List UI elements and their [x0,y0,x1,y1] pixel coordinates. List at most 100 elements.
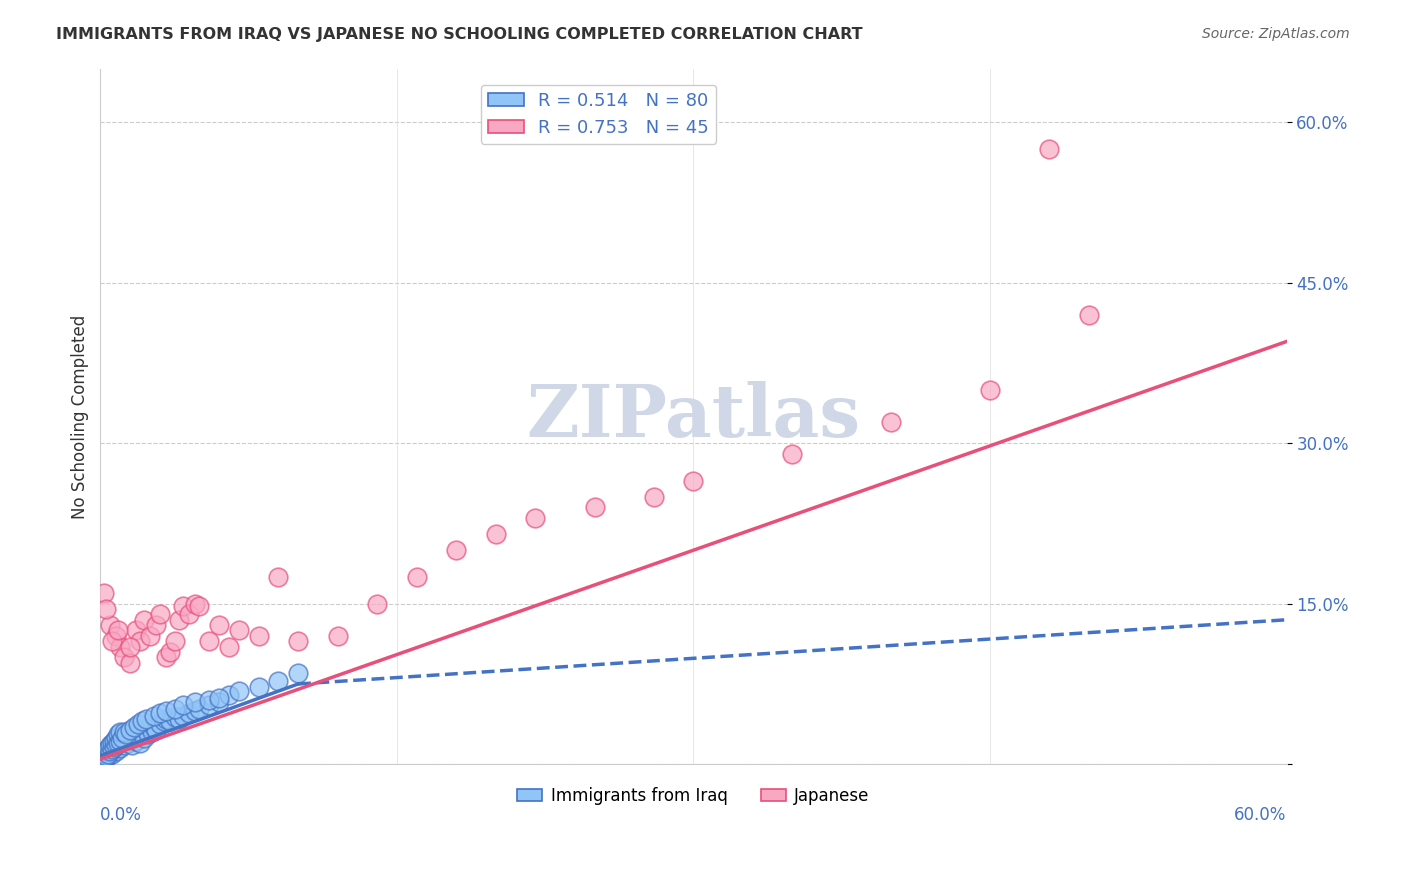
Point [152,714,174,729]
Point [228,624,250,638]
Point [979,383,1001,397]
Point [208,695,231,709]
Point [98,744,121,758]
Point [131,714,153,729]
Point [107,736,129,750]
Point [108,640,131,654]
Point [101,742,124,756]
Point [127,716,149,731]
Point [172,698,194,713]
Point [96,602,118,616]
Point [366,597,388,611]
Point [107,727,129,741]
Point [115,727,138,741]
Point [125,733,148,747]
Point [108,741,131,756]
Point [149,706,172,720]
Text: 60.0%: 60.0% [1234,806,1286,824]
Point [145,723,167,737]
Point [98,741,121,756]
Point [169,613,191,627]
Point [179,607,201,622]
Point [93,747,115,761]
Point [145,618,167,632]
Point [107,736,129,750]
Point [165,710,187,724]
Point [122,725,145,739]
Point [103,733,125,747]
Point [121,738,143,752]
Point [141,725,163,739]
Point [208,690,231,705]
Point [132,731,155,745]
Point [444,543,467,558]
Point [96,748,118,763]
Point [118,723,141,737]
Y-axis label: No Schooling Completed: No Schooling Completed [72,314,89,518]
Point [118,640,141,654]
Point [125,624,148,638]
Point [405,570,427,584]
Point [1038,142,1060,156]
Point [135,712,157,726]
Point [105,738,128,752]
Point [112,650,135,665]
Text: IMMIGRANTS FROM IRAQ VS JAPANESE NO SCHOOLING COMPLETED CORRELATION CHART: IMMIGRANTS FROM IRAQ VS JAPANESE NO SCHO… [56,27,863,42]
Legend: Immigrants from Iraq, Japanese: Immigrants from Iraq, Japanese [510,780,876,812]
Point [101,736,124,750]
Point [782,447,804,461]
Point [98,618,121,632]
Point [103,740,125,755]
Point [198,693,221,707]
Point [159,714,181,729]
Point [155,650,177,665]
Point [172,709,194,723]
Point [149,716,172,731]
Point [287,634,309,648]
Point [112,725,135,739]
Point [108,733,131,747]
Point [132,613,155,627]
Point [111,731,134,745]
Point [105,629,128,643]
Point [198,698,221,713]
Point [93,586,115,600]
Point [115,731,138,745]
Point [169,712,191,726]
Point [267,673,290,688]
Point [165,634,187,648]
Point [101,634,124,648]
Point [96,744,118,758]
Point [142,709,165,723]
Point [218,640,240,654]
Point [165,701,187,715]
Point [155,704,177,718]
Point [184,695,207,709]
Point [267,570,290,584]
Point [524,511,547,525]
Point [118,656,141,670]
Point [188,701,211,715]
Point [105,731,128,745]
Point [139,720,162,734]
Point [643,490,665,504]
Point [128,634,150,648]
Point [97,741,120,756]
Point [159,645,181,659]
Text: ZIPatlas: ZIPatlas [526,381,860,452]
Point [122,720,145,734]
Point [155,712,177,726]
Point [1077,308,1099,322]
Point [91,748,114,763]
Point [287,666,309,681]
Point [485,527,508,541]
Point [326,629,349,643]
Point [98,738,121,752]
Point [179,706,201,720]
Point [131,725,153,739]
Point [142,720,165,734]
Point [247,629,270,643]
Text: 0.0%: 0.0% [100,806,142,824]
Point [188,599,211,613]
Point [583,500,606,515]
